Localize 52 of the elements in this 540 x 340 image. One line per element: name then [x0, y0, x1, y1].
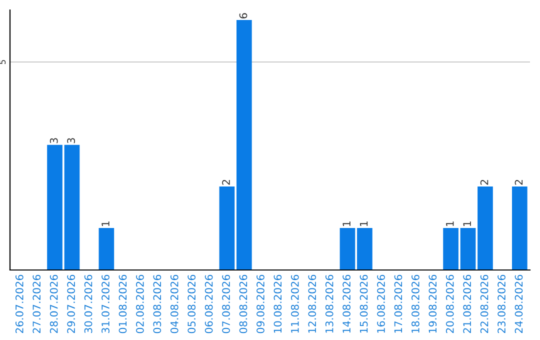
x-tick-label: 01.08.2026	[118, 274, 127, 334]
bar	[478, 186, 493, 270]
x-tick-label: 06.08.2026	[204, 274, 213, 334]
x-tick-label: 14.08.2026	[342, 274, 351, 333]
x-tick-label: 30.07.2026	[84, 274, 92, 334]
x-tick-label: 11.08.2026	[290, 274, 299, 333]
x-tick-label: 10.08.2026	[274, 274, 282, 333]
x-tick-label: 21.08.2026	[463, 274, 472, 334]
bar	[460, 228, 476, 270]
x-tick-label: 18.08.2026	[412, 274, 420, 333]
x-tick-label: 04.08.2026	[170, 274, 178, 334]
x-tick-label: 02.08.2026	[136, 274, 144, 334]
x-tick-label: 23.08.2026	[498, 274, 506, 334]
data-label: 1	[360, 221, 368, 226]
data-label: 3	[67, 138, 76, 144]
bar	[340, 228, 356, 270]
data-label: 6	[239, 13, 248, 18]
x-tick-label: 03.08.2026	[153, 274, 162, 334]
x-tick-label: 22.08.2026	[480, 274, 488, 334]
x-tick-label: 24.08.2026	[514, 274, 523, 334]
data-label: 2	[514, 180, 523, 185]
data-label: 1	[463, 221, 471, 226]
bar	[47, 144, 62, 270]
x-tick-label: 17.08.2026	[394, 274, 402, 333]
data-label: 1	[446, 221, 454, 226]
data-label: 2	[480, 180, 488, 185]
bar	[219, 186, 235, 270]
bar	[357, 228, 372, 270]
bar	[236, 20, 252, 270]
x-tick-label: 26.07.2026	[15, 274, 24, 334]
x-tick-label: 16.08.2026	[377, 274, 385, 333]
x-tick-label: 29.07.2026	[67, 274, 76, 334]
x-tick-label: 07.08.2026	[222, 274, 230, 334]
x-tick-label: 28.07.2026	[50, 274, 58, 334]
x-tick-label: 15.08.2026	[360, 274, 368, 333]
x-tick-label: 05.08.2026	[188, 274, 196, 334]
data-label: 2	[222, 180, 230, 185]
x-tick-label: 31.07.2026	[102, 274, 110, 334]
x-tick-label: 09.08.2026	[256, 274, 264, 334]
x-tick-label: 19.08.2026	[428, 274, 437, 333]
bar	[98, 228, 114, 270]
bar	[64, 144, 80, 270]
x-tick-label: 13.08.2026	[325, 274, 334, 333]
data-label: 3	[50, 138, 58, 144]
bar	[443, 228, 458, 270]
x-tick-label: 12.08.2026	[308, 274, 316, 333]
x-tick-label: 27.07.2026	[32, 274, 41, 334]
data-label: 1	[342, 221, 350, 226]
x-tick-label: 20.08.2026	[446, 274, 454, 334]
data-label: 1	[102, 221, 110, 226]
x-tick-label: 08.08.2026	[239, 274, 248, 334]
bar	[512, 186, 528, 270]
